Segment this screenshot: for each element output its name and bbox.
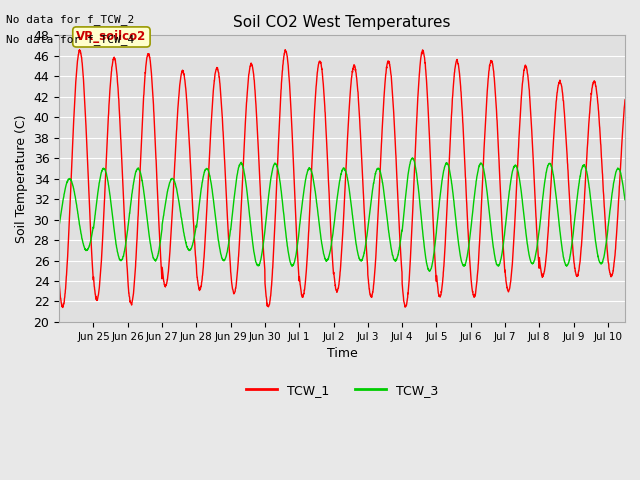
TCW_1 <box>120 204 128 210</box>
TCW_3 <box>550 171 557 177</box>
Text: VR_soilco2: VR_soilco2 <box>76 30 147 44</box>
TCW_3 <box>621 197 629 203</box>
Text: No data for f_TCW_4: No data for f_TCW_4 <box>6 34 134 45</box>
TCW_1 <box>59 305 67 311</box>
TCW_1 <box>154 188 161 193</box>
Line: TCW_3: TCW_3 <box>59 158 625 271</box>
Y-axis label: Soil Temperature (C): Soil Temperature (C) <box>15 114 28 243</box>
TCW_3 <box>426 268 433 274</box>
TCW_3 <box>272 161 280 167</box>
TCW_3 <box>120 252 127 258</box>
TCW_1 <box>55 278 63 284</box>
Line: TCW_1: TCW_1 <box>59 50 625 308</box>
X-axis label: Time: Time <box>326 347 358 360</box>
TCW_3 <box>297 214 305 219</box>
Title: Soil CO2 West Temperatures: Soil CO2 West Temperatures <box>234 15 451 30</box>
TCW_3 <box>154 255 161 261</box>
TCW_3 <box>55 222 63 228</box>
Text: No data for f_TCW_2: No data for f_TCW_2 <box>6 14 134 25</box>
TCW_3 <box>408 155 416 161</box>
TCW_1 <box>611 259 618 264</box>
TCW_1 <box>621 97 629 103</box>
TCW_1 <box>297 288 305 294</box>
TCW_1 <box>282 47 289 53</box>
TCW_1 <box>273 190 280 195</box>
TCW_3 <box>611 178 618 183</box>
Legend: TCW_1, TCW_3: TCW_1, TCW_3 <box>241 379 443 402</box>
TCW_1 <box>550 141 557 147</box>
